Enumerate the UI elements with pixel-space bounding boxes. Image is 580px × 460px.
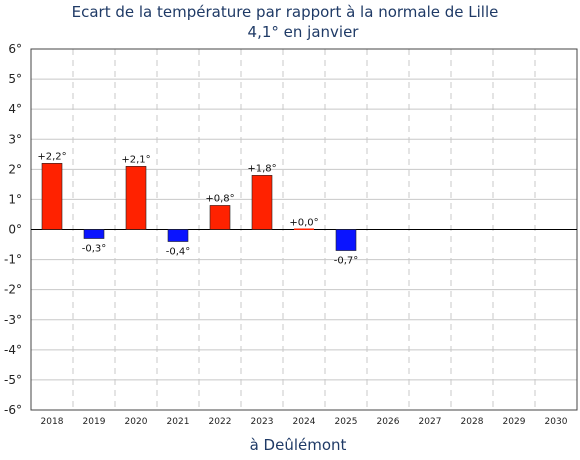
x-tick-label: 2027 [419,417,442,427]
y-tick-label: 3° [8,132,22,146]
y-tick-label: -6° [4,403,22,417]
y-tick-label: -2° [4,283,22,297]
x-tick-label: 2018 [41,417,64,427]
bar [209,205,231,230]
y-tick-label: 0° [8,223,22,237]
x-tick-label: 2025 [335,417,358,427]
data-label: +0,8° [205,193,234,204]
data-label: -0,7° [334,256,359,267]
data-label: +2,2° [37,151,66,162]
bar [83,229,105,239]
bar [335,229,357,251]
bar [125,166,147,230]
data-label: +1,8° [247,163,276,174]
x-tick-label: 2024 [293,417,316,427]
data-label: +0,0° [289,218,318,229]
chart-title: Ecart de la température par rapport à la… [72,3,499,21]
y-tick-label: -1° [4,253,22,267]
x-tick-label: 2020 [125,417,148,427]
y-tick-label: -4° [4,343,22,357]
x-axis-label: à Deûlémont [250,436,347,454]
y-tick-label: 2° [8,162,22,176]
bar [251,175,273,230]
data-label: -0,4° [166,247,191,258]
y-tick-label: 6° [8,42,22,56]
x-tick-label: 2026 [377,417,400,427]
y-tick-label: 5° [8,72,22,86]
bar [294,228,314,230]
y-tick-label: 4° [8,102,22,116]
x-tick-label: 2022 [209,417,232,427]
plot-area: 6° 5° 4° 3° 2° 1° 0° -1° -2° -3° -4° -5° -6° 2018 2019… [4,42,578,427]
x-tick-label: 2019 [83,417,106,427]
x-tick-label: 2023 [251,417,274,427]
x-tick-label: 2030 [545,417,568,427]
y-tick-label: 1° [8,192,22,206]
bar [41,163,63,230]
data-label: -0,3° [82,244,107,255]
x-tick-label: 2029 [503,417,526,427]
y-tick-label: -5° [4,373,22,387]
data-label: +2,1° [121,154,150,165]
bar [167,229,189,242]
x-tick-label: 2028 [461,417,484,427]
y-tick-label: -3° [4,313,22,327]
x-tick-label: 2021 [167,417,190,427]
chart-subtitle: 4,1° en janvier [248,23,360,41]
